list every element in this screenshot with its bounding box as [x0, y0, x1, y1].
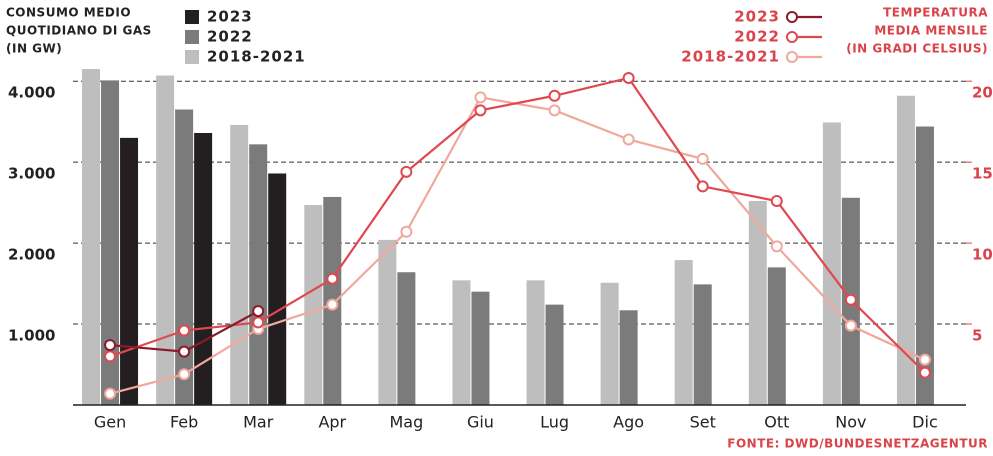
source: FONTE: DWD/BUNDESNETZAGENTUR — [727, 437, 988, 451]
x-tick-label: Mar — [243, 413, 274, 432]
y-tick-label: 3.000 — [8, 165, 55, 183]
line-marker — [104, 339, 117, 352]
bar — [120, 137, 139, 405]
line-marker — [548, 89, 561, 102]
line-marker — [252, 305, 265, 318]
bar — [545, 304, 564, 405]
line-marker — [844, 293, 857, 306]
legend-label: 2022 — [734, 28, 780, 46]
y2-axis-title: MEDIA MENSILE — [874, 24, 988, 38]
line-marker — [622, 71, 635, 84]
line-marker — [696, 180, 709, 193]
y2-axis-title: (IN GRADI CELSIUS) — [846, 42, 988, 56]
legend-marker — [786, 51, 798, 63]
x-tick-label: Mag — [389, 413, 423, 432]
bar — [397, 272, 416, 405]
line-marker — [178, 345, 191, 358]
line — [109, 76, 926, 374]
legend-marker — [786, 31, 798, 43]
line-marker — [622, 133, 635, 146]
bar — [674, 260, 693, 405]
bar — [748, 201, 767, 405]
bar — [249, 144, 268, 406]
bar — [230, 124, 249, 406]
bar — [101, 80, 120, 405]
line-marker — [770, 240, 783, 253]
bar — [915, 126, 934, 406]
line-marker — [104, 387, 117, 400]
bar — [526, 280, 545, 405]
line-marker — [104, 350, 117, 363]
line-marker — [696, 152, 709, 165]
x-tick-label: Ago — [613, 413, 644, 432]
bar — [194, 133, 213, 405]
y2-tick-label: 20 — [972, 84, 993, 102]
line-marker — [326, 272, 339, 285]
line-marker — [548, 104, 561, 117]
line-marker — [178, 324, 191, 337]
x-tick-label: Dic — [912, 413, 938, 432]
x-tick-label: Apr — [318, 413, 346, 432]
line-marker — [326, 298, 339, 311]
y-tick-label: 4.000 — [8, 84, 55, 102]
x-tick-label: Gen — [94, 413, 126, 432]
line-marker — [400, 165, 413, 178]
y2-tick-label: 10 — [972, 246, 993, 264]
y-tick-label: 2.000 — [8, 246, 55, 264]
y2-tick-label: 5 — [972, 327, 982, 345]
line-marker — [918, 366, 931, 379]
line-marker — [400, 225, 413, 238]
x-tick-label: Giu — [467, 413, 494, 432]
bar — [767, 267, 786, 405]
legend-swatch — [185, 10, 199, 24]
bar — [156, 75, 175, 406]
line-marker — [844, 319, 857, 332]
legend-label: 2022 — [207, 28, 253, 46]
bar — [600, 282, 619, 405]
bar — [693, 284, 712, 405]
bar — [471, 291, 490, 405]
bar — [896, 95, 915, 405]
bar — [378, 239, 397, 405]
x-tick-label: Nov — [835, 413, 866, 432]
y-axis-title: CONSUMO MEDIO — [6, 6, 131, 20]
x-tick-label: Lug — [540, 413, 569, 432]
line-marker — [178, 368, 191, 381]
y-axis-title: QUOTIDIANO DI GAS — [6, 24, 152, 38]
bar — [304, 205, 323, 405]
bar — [268, 173, 287, 405]
legend-label: 2023 — [207, 8, 253, 26]
line-marker — [770, 195, 783, 207]
y2-tick-label: 15 — [972, 165, 993, 183]
bar — [452, 280, 471, 405]
x-tick-label: Set — [690, 413, 716, 432]
line-marker — [252, 316, 265, 329]
legend-swatch — [185, 50, 199, 64]
line-marker — [918, 353, 931, 366]
y-tick-label: 1.000 — [8, 327, 55, 345]
line-marker — [474, 91, 487, 104]
x-tick-label: Feb — [170, 413, 198, 432]
y2-axis-title: TEMPERATURA — [883, 6, 988, 20]
y-axis-title: (IN GW) — [6, 42, 62, 56]
line-marker — [474, 104, 487, 117]
legend-label: 2018-2021 — [207, 48, 306, 66]
bar — [175, 109, 194, 406]
bar — [619, 310, 638, 405]
legend-label: 2018-2021 — [681, 48, 780, 66]
legend-swatch — [185, 30, 199, 44]
legend-marker — [786, 11, 798, 23]
x-tick-label: Ott — [764, 413, 789, 432]
bar — [82, 69, 101, 406]
legend-label: 2023 — [734, 8, 780, 26]
bar — [822, 122, 841, 405]
